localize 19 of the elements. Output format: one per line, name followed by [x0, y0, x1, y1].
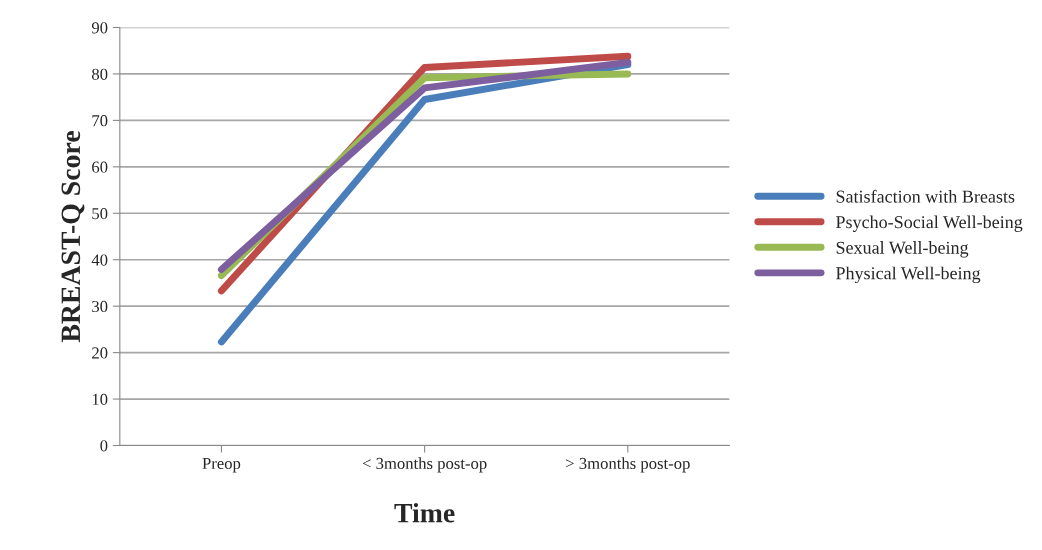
y-tick-label: 80 — [91, 68, 108, 80]
y-tick-label: 90 — [91, 22, 108, 34]
y-tick-label: 10 — [92, 393, 108, 405]
y-tick-label: 20 — [92, 347, 108, 359]
x-tick-label: > 3months post-op — [566, 457, 690, 473]
x-axis-title: Time — [394, 502, 455, 523]
y-axis-title: BREAST-Q Score — [61, 131, 85, 343]
x-tick-label: Preop — [202, 457, 241, 473]
y-tick-label: 50 — [92, 207, 108, 220]
y-tick-label: 30 — [92, 300, 108, 313]
y-tick-label: 0 — [100, 440, 108, 452]
y-tick-label: 40 — [91, 254, 108, 266]
legend-label: Sexual Well-being — [836, 241, 969, 258]
y-tick-label: 60 — [92, 161, 108, 173]
y-tick-label: 70 — [92, 115, 108, 127]
legend-label: Psycho-Social Well-being — [836, 215, 1023, 232]
legend-label: Physical Well-being — [836, 266, 981, 284]
legend-label: Satisfaction with Breasts — [836, 189, 1015, 203]
x-tick-label: < 3months post-op — [362, 457, 487, 473]
